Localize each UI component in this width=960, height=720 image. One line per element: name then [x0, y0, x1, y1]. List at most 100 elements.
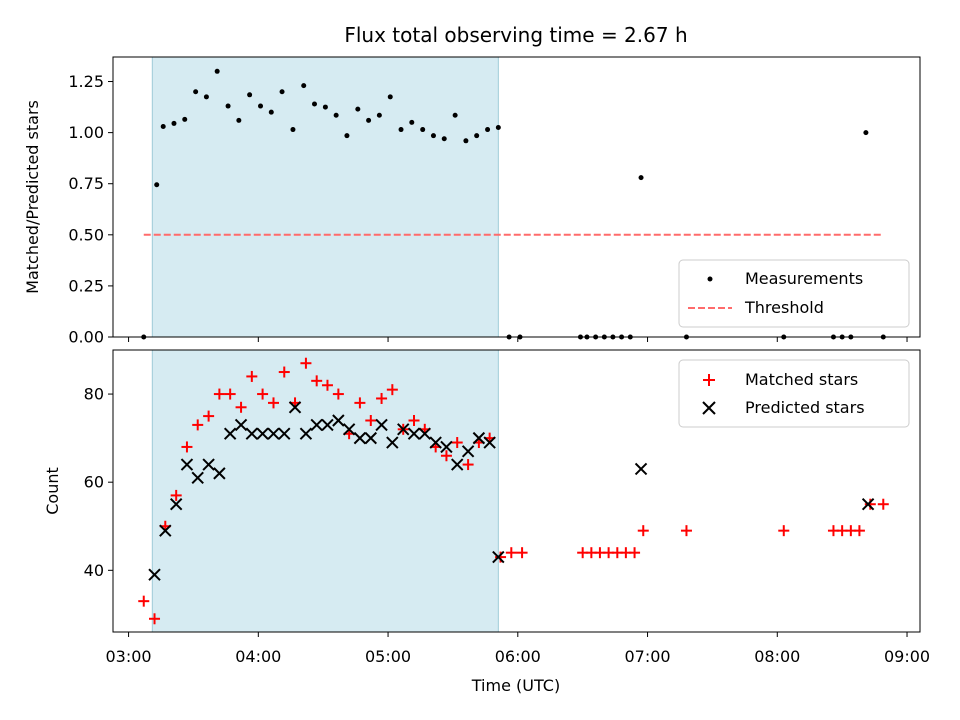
matched-star-point [440, 450, 452, 462]
matched-star-point [516, 547, 528, 559]
bottom-y-tick-label: 80 [84, 385, 104, 404]
predicted-star-b [342, 423, 356, 436]
x-axis-label: Time (UTC) [471, 676, 560, 695]
matched-star-point [864, 498, 876, 510]
predicted-star-b [299, 427, 313, 440]
bottom-axes-frame [112, 349, 921, 633]
matched-star-point [376, 392, 388, 404]
x-tick-label: 08:00 [754, 647, 800, 666]
measurement-point [430, 133, 436, 139]
measurement-point [485, 127, 491, 133]
x-tick-label: 04:00 [235, 647, 281, 666]
predicted-star-b [483, 436, 496, 449]
predicted-star-b [492, 550, 505, 564]
predicted-star-point [169, 498, 183, 511]
bottom-y-tick-label: 40 [84, 561, 104, 580]
matched-star-point [149, 613, 161, 625]
predicted-star-b [159, 524, 172, 537]
predicted-star-point [397, 423, 410, 436]
predicted-star-point [483, 436, 496, 449]
measurement-point [638, 175, 644, 181]
predicted-star-point [332, 414, 345, 427]
x-tick-label: 06:00 [495, 647, 541, 666]
legend-measurements-label: Measurements [745, 269, 863, 288]
predicted-star-b [310, 418, 323, 432]
predicted-star-point [364, 431, 378, 445]
predicted-star-b [364, 431, 378, 445]
measurement-point [268, 109, 274, 115]
top-y-tick-label: 1.00 [68, 123, 104, 142]
predicted-star-b [397, 423, 410, 436]
top-y-tick-label: 1.25 [68, 72, 104, 91]
predicted-star-b [256, 427, 269, 440]
measurement-point [409, 119, 415, 125]
measurement-point [182, 116, 188, 122]
matched-star-point [877, 498, 889, 510]
legend-measurements-marker [707, 276, 713, 282]
predicted-star-point [148, 568, 161, 581]
matched-star-point [505, 547, 517, 559]
matched-star-point [495, 551, 507, 563]
legend-matched-label: Matched stars [745, 370, 858, 389]
measurement-point [463, 138, 469, 144]
measurement-point [301, 83, 307, 89]
predicted-star-point [429, 436, 442, 449]
measurement-point [290, 127, 296, 133]
predicted-star-point [267, 427, 280, 440]
matched-star-point [192, 419, 204, 431]
matched-star-point [321, 379, 333, 391]
predicted-star-point [245, 427, 259, 440]
predicted-star-b [386, 436, 399, 449]
measurement-point [387, 94, 393, 100]
measurement-point [398, 127, 404, 133]
bottom-x-axis: 03:00 04:00 05:00 06:00 07:00 08:00 09:00 [106, 632, 930, 666]
measurement-point [322, 104, 328, 110]
measurement-point [247, 92, 253, 98]
predicted-star-point [861, 498, 875, 511]
predicted-star-b [213, 467, 226, 480]
predicted-star-b [472, 431, 486, 445]
matched-star-point [181, 441, 193, 453]
matched-star-point [365, 415, 377, 426]
matched-star-point [300, 357, 312, 369]
predicted-star-b [861, 498, 875, 511]
matched-star-point [853, 525, 865, 537]
matched-star-point [246, 370, 258, 382]
top-y-axis-label: Matched/Predicted stars [23, 100, 42, 294]
matched-star-point [138, 595, 150, 607]
predicted-star-b [634, 462, 648, 476]
matched-star-point [462, 459, 474, 471]
matched-star-point [408, 415, 420, 426]
measurement-point [344, 133, 350, 139]
bottom-legend: Matched stars Predicted stars [678, 359, 910, 428]
top-y-tick-label: 0.75 [68, 174, 104, 193]
matched-star-point [332, 388, 344, 400]
measurement-point [452, 112, 458, 118]
bottom-y-tick-label: 60 [84, 473, 104, 492]
matched-star-point [224, 388, 236, 400]
matched-star-point [451, 437, 463, 449]
matched-star-point [386, 384, 398, 396]
predicted-star-point [310, 418, 323, 432]
predicted-star-point [375, 418, 388, 432]
predicted-star-point [223, 427, 237, 440]
matched-star-point [267, 397, 279, 409]
bottom-matched-series [138, 357, 889, 625]
predicted-star-point [191, 471, 204, 484]
top-y-tick-label: 0.50 [68, 225, 104, 244]
measurement-point [495, 125, 501, 131]
top-highlight-span [151, 56, 499, 338]
predicted-star-b [418, 427, 431, 440]
bottom-highlight-span [151, 349, 499, 633]
matched-star-point [637, 525, 649, 537]
matched-star-point [680, 525, 692, 537]
top-y-tick-label: 0.25 [68, 276, 104, 295]
predicted-star-b [288, 401, 302, 414]
measurement-point [203, 94, 209, 100]
matched-star-point [235, 401, 247, 413]
predicted-star-b [332, 414, 345, 427]
predicted-star-point [159, 524, 172, 537]
x-tick-label: 09:00 [884, 647, 930, 666]
predicted-star-b [461, 445, 475, 458]
measurement-point [366, 117, 372, 123]
